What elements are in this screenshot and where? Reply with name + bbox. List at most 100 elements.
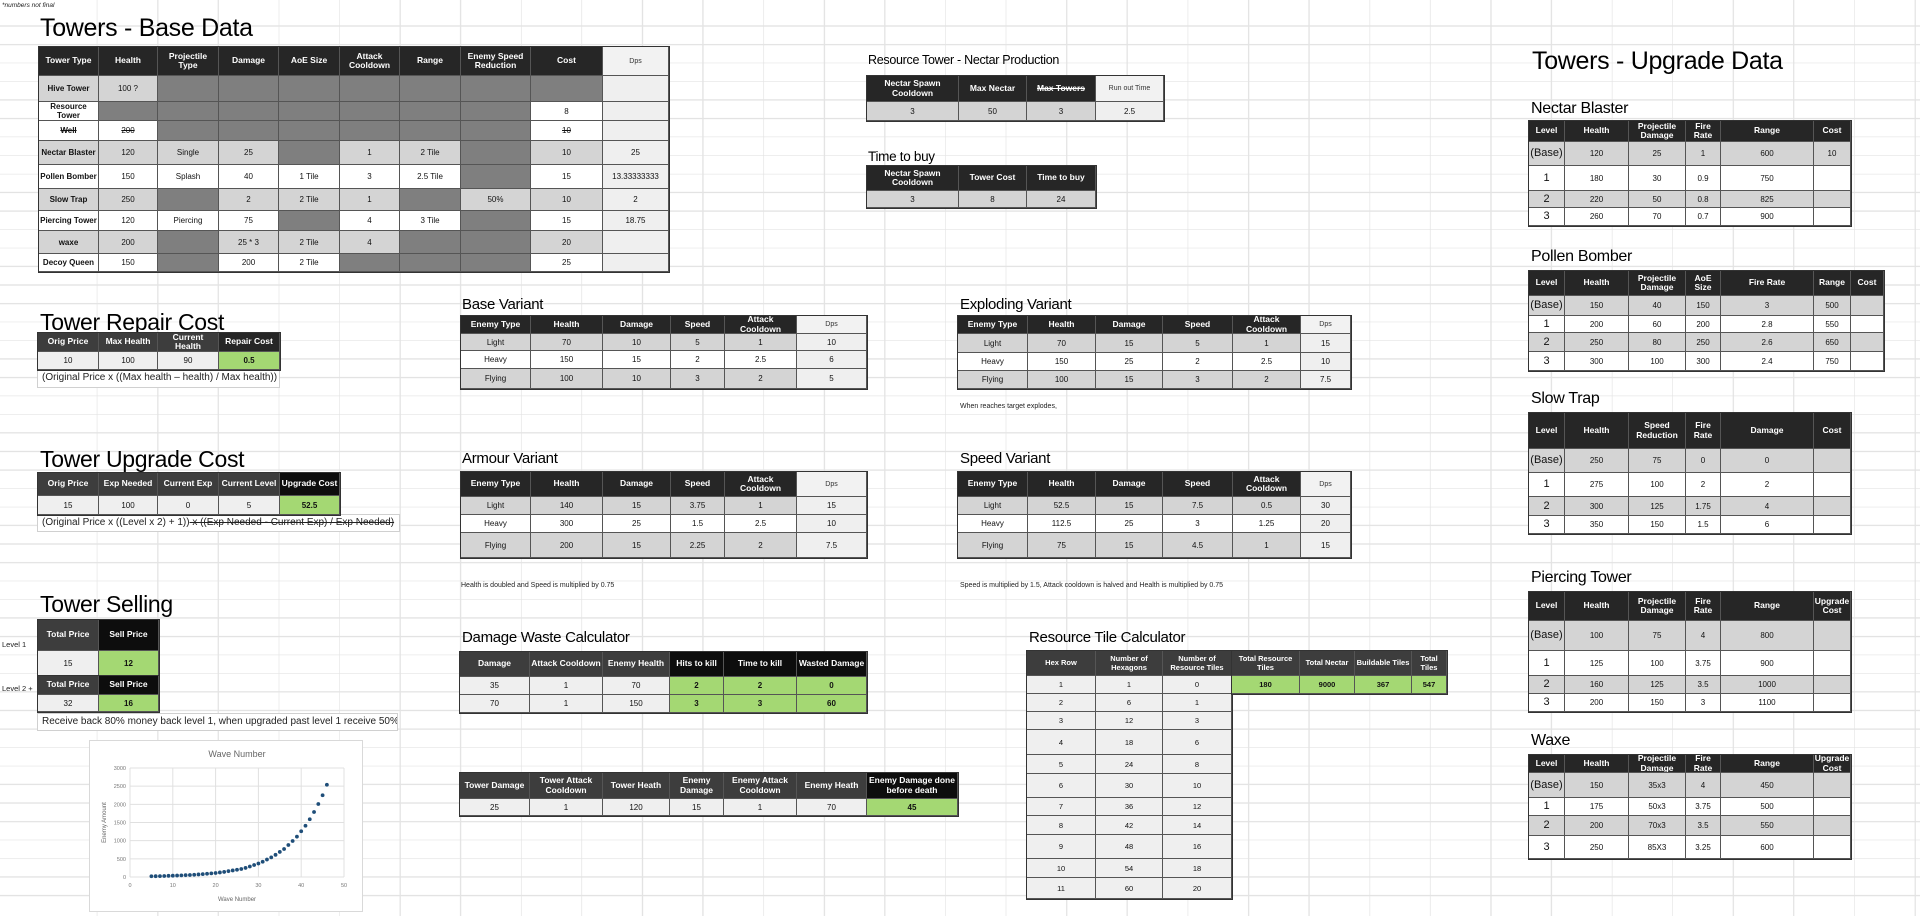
table-cell[interactable]: 30 <box>1629 166 1686 191</box>
header-cell[interactable]: Health <box>1565 755 1629 773</box>
header-cell[interactable]: Attack Cooldown <box>1233 316 1301 334</box>
empty-cell[interactable] <box>461 121 531 141</box>
table-cell[interactable]: 550 <box>1721 816 1814 836</box>
table-cell[interactable]: 7.5 <box>1163 497 1233 515</box>
table-cell[interactable]: Heavy <box>461 351 531 369</box>
table-cell[interactable]: 20 <box>1301 515 1351 533</box>
table-cell[interactable]: 15 <box>670 799 724 816</box>
header-cell[interactable]: Fire Rate <box>1686 592 1721 621</box>
header-cell[interactable]: Level <box>1529 271 1565 296</box>
table-cell[interactable]: 9000 <box>1300 676 1355 694</box>
table-cell[interactable]: 300 <box>1565 497 1629 516</box>
table-cell[interactable] <box>1814 166 1851 191</box>
header-cell[interactable]: Health <box>531 316 603 334</box>
empty-cell[interactable] <box>400 102 461 121</box>
table-cell[interactable]: 1 <box>340 141 400 165</box>
table-cell[interactable]: 3.25 <box>1686 836 1721 859</box>
empty-cell[interactable] <box>158 121 219 141</box>
table-cell[interactable]: 10 <box>1163 774 1232 798</box>
table-cell[interactable]: 150 <box>1629 694 1686 712</box>
table-cell[interactable]: 25 <box>460 799 530 816</box>
empty-cell[interactable] <box>279 102 340 121</box>
table-cell[interactable]: 1 <box>530 677 603 695</box>
table-cell[interactable]: 1 <box>1529 166 1565 191</box>
table-cell[interactable]: 120 <box>99 141 158 165</box>
table-cell[interactable]: 50% <box>461 189 531 211</box>
empty-cell[interactable] <box>461 231 531 254</box>
table-cell[interactable]: Heavy <box>958 515 1028 533</box>
header-cell[interactable]: Number of Resource Tiles <box>1163 651 1232 676</box>
header-cell[interactable]: Buildable Tiles <box>1355 651 1412 676</box>
table-cell[interactable]: 9 <box>1027 835 1096 859</box>
header-cell[interactable]: Time to kill <box>724 652 797 677</box>
table-cell[interactable]: 80 <box>1629 333 1686 352</box>
table-cell[interactable]: 2.4 <box>1721 352 1814 371</box>
table-cell[interactable]: 2.5 <box>725 351 797 369</box>
table-cell[interactable]: 2.5 <box>725 515 797 533</box>
table-cell[interactable]: 10 <box>1814 142 1851 166</box>
table-cell[interactable]: 48 <box>1096 835 1163 859</box>
header-cell[interactable]: Health <box>1565 413 1629 449</box>
table-cell[interactable]: Flying <box>958 533 1028 558</box>
table-cell[interactable]: 3 <box>1529 694 1565 712</box>
table-cell[interactable]: 1 <box>1529 316 1565 333</box>
table-cell[interactable]: 1 <box>725 497 797 515</box>
header-cell[interactable]: Tower Heath <box>603 773 670 799</box>
table-cell[interactable]: 4 <box>340 231 400 254</box>
header-cell[interactable]: Run out Time <box>1096 76 1164 102</box>
table-cell[interactable]: 2.6 <box>1721 333 1814 352</box>
table-cell[interactable]: 1000 <box>1721 676 1814 694</box>
table-cell[interactable]: 1 <box>1529 473 1565 497</box>
table-cell[interactable]: 5 <box>671 334 725 351</box>
header-cell[interactable]: Projectile Damage <box>1629 592 1686 621</box>
header-cell[interactable]: Enemy Attack Cooldown <box>724 773 797 799</box>
table-cell[interactable]: 900 <box>1721 651 1814 676</box>
table-cell[interactable]: 220 <box>1565 191 1629 208</box>
table-cell[interactable]: waxe <box>39 231 99 254</box>
table-cell[interactable]: 10 <box>797 515 867 533</box>
table-cell[interactable]: 150 <box>531 351 603 369</box>
table-cell[interactable]: 3 <box>1529 208 1565 226</box>
table-cell[interactable]: 30 <box>1096 774 1163 798</box>
table-cell[interactable]: 12 <box>1163 798 1232 816</box>
table-cell[interactable]: 350 <box>1565 516 1629 534</box>
table-cell[interactable]: 0 <box>797 677 867 695</box>
table-cell[interactable] <box>603 102 669 121</box>
table-cell[interactable]: 3 <box>670 695 724 713</box>
table-cell[interactable]: 150 <box>603 695 670 713</box>
header-cell[interactable]: Level <box>1529 592 1565 621</box>
table-cell[interactable]: 2 <box>724 677 797 695</box>
table-cell[interactable]: 250 <box>99 189 158 211</box>
header-cell[interactable]: Speed Reduction <box>1629 413 1686 449</box>
table-cell[interactable]: 2 Tile <box>279 231 340 254</box>
header-cell[interactable]: Tower Cost <box>959 166 1027 191</box>
empty-cell[interactable] <box>461 254 531 272</box>
header-cell[interactable]: Range <box>400 47 461 76</box>
table-cell[interactable]: 32 <box>38 695 99 712</box>
table-cell[interactable]: 4 <box>1686 773 1721 798</box>
header-cell[interactable]: Number of Hexagons <box>1096 651 1163 676</box>
table-cell[interactable]: 35x3 <box>1629 773 1686 798</box>
wave-number-chart[interactable]: 0 500 1000 1500 2000 2500 3000 0 10 20 30 40 50 Wave … <box>89 740 363 912</box>
table-cell[interactable]: 8 <box>1163 755 1232 774</box>
table-cell[interactable]: 1 <box>1163 694 1232 712</box>
table-cell[interactable]: 6 <box>797 351 867 369</box>
empty-cell[interactable] <box>219 102 279 121</box>
empty-cell[interactable] <box>279 121 340 141</box>
table-cell[interactable]: 1.5 <box>671 515 725 533</box>
table-cell[interactable]: 25 <box>1096 515 1163 533</box>
empty-cell[interactable] <box>158 76 219 102</box>
header-cell[interactable]: Wasted Damage <box>797 652 867 677</box>
table-cell[interactable]: 10 <box>603 334 671 351</box>
table-cell[interactable] <box>1814 816 1851 836</box>
table-cell[interactable]: 36 <box>1096 798 1163 816</box>
header-cell[interactable]: Enemy Heath <box>797 773 867 799</box>
table-cell[interactable]: Well <box>39 121 99 141</box>
header-cell[interactable]: Max Nectar <box>959 76 1027 102</box>
table-cell[interactable]: (Base) <box>1529 296 1565 316</box>
table-cell[interactable]: 3.5 <box>1686 676 1721 694</box>
table-cell[interactable]: 1 <box>725 334 797 351</box>
table-cell[interactable]: 18 <box>1163 859 1232 878</box>
table-cell[interactable]: Light <box>461 334 531 351</box>
empty-cell[interactable] <box>158 102 219 121</box>
